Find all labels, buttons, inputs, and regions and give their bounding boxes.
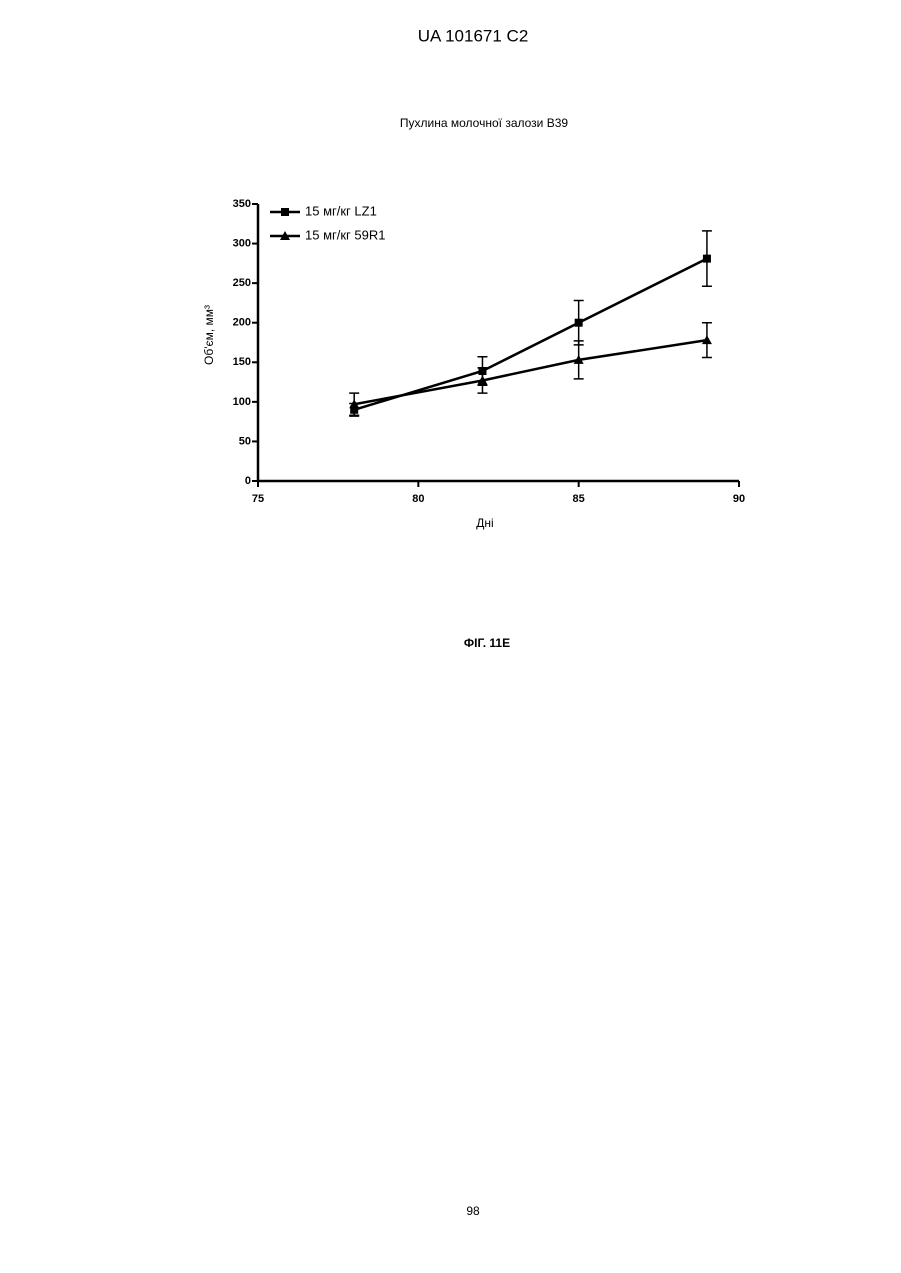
y-tick-label: 300	[233, 237, 251, 249]
y-tick-label: 350	[233, 198, 251, 210]
x-tick-label: 90	[733, 493, 745, 505]
marker	[281, 208, 289, 216]
y-tick-label: 150	[233, 356, 251, 368]
legend-label: 15 мг/кг 59R1	[305, 227, 385, 242]
x-tick-label: 85	[573, 493, 585, 505]
y-axis-label: Об'єм, мм³	[202, 305, 216, 365]
marker	[703, 255, 711, 263]
x-tick-label: 75	[252, 493, 264, 505]
page-number: 98	[466, 1204, 480, 1218]
series-line	[354, 340, 707, 404]
x-axis-label: Дні	[476, 516, 493, 530]
marker	[575, 319, 583, 327]
page: UA 101671 C2 Пухлина молочної залози B39…	[0, 0, 901, 1273]
header: UA 101671 C2	[418, 26, 529, 45]
y-tick-label: 0	[245, 475, 251, 487]
y-tick-label: 200	[233, 317, 251, 329]
chart-title: Пухлина молочної залози B39	[400, 116, 568, 130]
y-tick-label: 250	[233, 277, 251, 289]
y-tick-label: 50	[239, 435, 251, 447]
y-tick-label: 100	[233, 396, 251, 408]
x-tick-label: 80	[412, 493, 424, 505]
legend-label: 15 мг/кг LZ1	[305, 203, 377, 218]
figure-caption: ФІГ. 11Е	[464, 636, 510, 650]
series-line	[354, 259, 707, 410]
